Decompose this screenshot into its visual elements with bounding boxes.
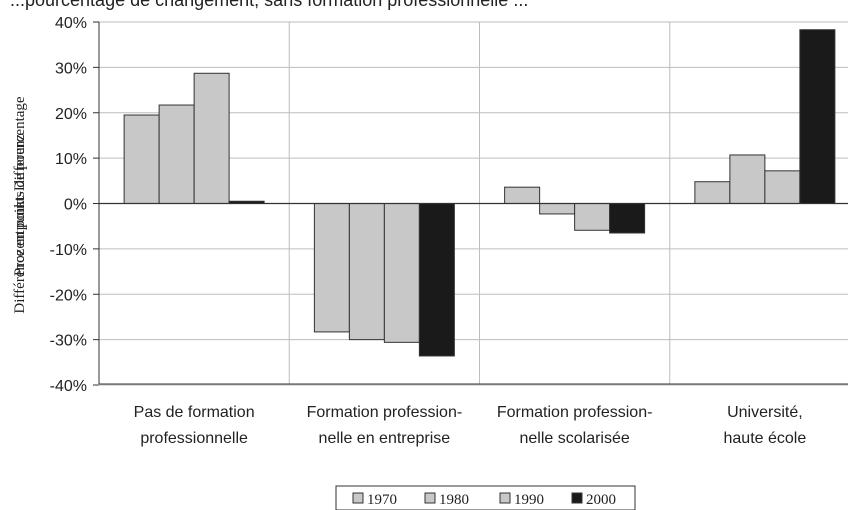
axes: [93, 21, 848, 386]
y-tick-label: 20%: [55, 106, 87, 123]
bar-1980-cat-3: [539, 203, 576, 215]
category-label: nelle en entreprise: [319, 430, 451, 447]
legend-label-1970: 1970: [367, 492, 397, 508]
bar-1990-cat-2: [383, 203, 420, 343]
bars: [123, 29, 836, 357]
bar-2000-cat-4: [799, 29, 836, 205]
legend-swatch-1990: [499, 492, 511, 504]
bar-1980-cat-2: [348, 203, 385, 341]
bar-1980-cat-4: [729, 154, 766, 204]
legend-label-1990: 1990: [514, 492, 544, 508]
category-label: Université,: [727, 404, 803, 421]
bar-2000-cat-2: [418, 203, 455, 357]
y-axis-label: Différence en points de pourcentage: [12, 96, 28, 313]
bar-1970-cat-4: [694, 181, 731, 205]
legend-label-1980: 1980: [439, 492, 469, 508]
category-label: Pas de formation: [134, 404, 255, 421]
y-tick-label: -20%: [50, 287, 87, 304]
legend-swatch-1970: [352, 492, 364, 504]
bar-2000-cat-3: [609, 203, 646, 234]
legend-box: [335, 485, 636, 510]
category-label: haute école: [724, 430, 807, 447]
legend: 1970 1980 1990 2000: [335, 485, 636, 510]
bar-1970-cat-2: [313, 203, 350, 333]
chart-title: ...pourcentage de changement, sans forma…: [10, 0, 528, 10]
y-tick-label: 0%: [64, 197, 87, 214]
y-tick-label: 10%: [55, 151, 87, 168]
bar-1970-cat-3: [504, 186, 541, 204]
category-label: nelle scolarisée: [519, 430, 629, 447]
category-label: Formation profession-: [307, 404, 463, 421]
legend-label-2000: 2000: [586, 492, 616, 508]
legend-swatch-2000: [571, 492, 583, 504]
bar-1970-cat-1: [123, 114, 160, 204]
y-tick-label: -10%: [50, 242, 87, 259]
y-axis-label-overlap: Prozentpunkt-Differenz: [12, 134, 28, 277]
bar-1980-cat-1: [158, 104, 195, 204]
category-label: Formation profession-: [497, 404, 653, 421]
y-tick-label: 30%: [55, 60, 87, 77]
y-tick-labels: -40% -30% -20% -10% 0% 10% 20% 30% 40%: [50, 15, 87, 395]
category-labels: Pas de formation professionnelle Formation…: [134, 404, 807, 447]
bar-1990-cat-1: [193, 72, 230, 205]
bar-1990-cat-4: [764, 170, 801, 204]
legend-swatch-1980: [424, 492, 436, 504]
y-tick-label: 40%: [55, 15, 87, 32]
category-label: professionnelle: [140, 430, 248, 447]
bar-1990-cat-3: [574, 203, 611, 231]
y-tick-label: -30%: [50, 333, 87, 350]
y-tick-label: -40%: [50, 378, 87, 395]
